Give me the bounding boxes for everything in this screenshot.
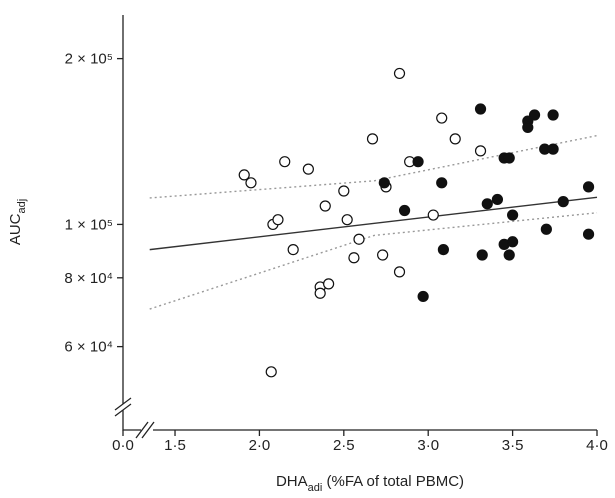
y-tick-label: 1 × 10⁵	[65, 216, 113, 233]
fit-line	[149, 196, 598, 251]
x-tick-label: 2·0	[249, 437, 271, 454]
x-tick-label: 2·5	[333, 437, 355, 454]
x-tick-label: 3·0	[417, 437, 439, 454]
point	[393, 266, 406, 278]
y-label-sub: adj	[16, 199, 28, 214]
point	[287, 244, 299, 256]
point	[427, 209, 439, 221]
point	[238, 169, 250, 181]
point	[393, 67, 406, 80]
point	[507, 209, 519, 221]
point	[474, 103, 487, 115]
axis-break	[114, 397, 155, 439]
point	[528, 109, 541, 121]
ci-lower	[149, 212, 598, 310]
point	[319, 200, 331, 212]
axes	[122, 15, 597, 431]
point	[436, 177, 448, 189]
point	[503, 249, 515, 261]
x-label-main: DHA	[276, 473, 308, 490]
x-axis-label: DHAadi (%FA of total PBMC)	[276, 473, 464, 494]
x-tick-label: 3·5	[502, 437, 524, 454]
point	[412, 156, 424, 168]
point	[272, 214, 284, 226]
x-tick-label: 1·5	[164, 437, 186, 454]
point	[398, 204, 411, 217]
point	[507, 236, 519, 248]
point	[547, 109, 559, 121]
y-tick-label: 6 × 10⁴	[64, 339, 113, 356]
point	[323, 278, 335, 290]
point	[582, 228, 595, 240]
point	[540, 223, 552, 235]
point	[338, 185, 350, 197]
point	[582, 181, 595, 193]
point	[353, 233, 365, 245]
point	[437, 244, 449, 256]
point	[417, 290, 429, 303]
point	[348, 252, 360, 264]
point	[314, 287, 326, 299]
point	[378, 177, 390, 189]
y-label-main: AUC	[7, 213, 24, 245]
point	[481, 198, 493, 210]
point	[279, 156, 291, 168]
point	[377, 249, 389, 261]
y-tick-label: 8 × 10⁴	[64, 270, 113, 287]
x-tick-label: 4·0	[586, 437, 608, 454]
point	[547, 143, 559, 155]
point	[436, 112, 448, 124]
point	[449, 133, 461, 145]
y-axis-label: AUCadj	[7, 199, 28, 245]
y-tick-label: 2 × 10⁵	[65, 51, 113, 68]
point	[341, 214, 353, 226]
x-tick-label: 0·0	[112, 437, 134, 454]
point	[245, 177, 257, 189]
point	[557, 196, 569, 208]
point	[476, 249, 488, 261]
point	[522, 121, 534, 134]
x-label-rest: (%FA of total PBMC)	[322, 473, 464, 490]
point	[503, 152, 515, 164]
point	[302, 163, 314, 175]
point	[491, 193, 504, 206]
point	[366, 133, 379, 145]
point	[474, 145, 487, 157]
ci-upper	[149, 134, 598, 199]
x-label-sub: adi	[308, 482, 323, 494]
point	[265, 366, 277, 378]
